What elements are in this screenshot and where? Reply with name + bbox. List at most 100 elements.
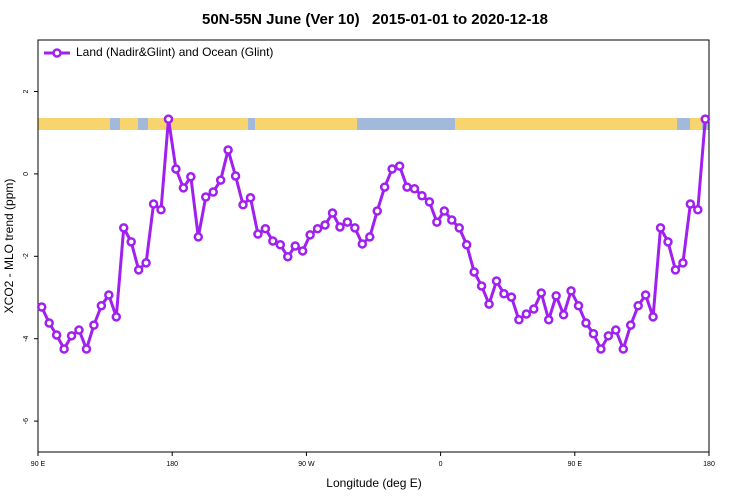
data-point [514, 314, 524, 325]
plot-frame [37, 39, 710, 453]
x-axis-label: Longitude (deg E) [326, 476, 421, 490]
y-tick-label: -4 [23, 335, 30, 341]
data-point [111, 312, 122, 322]
data-point [424, 197, 435, 207]
land-band [120, 118, 138, 130]
data-point [685, 199, 696, 209]
data-point [566, 286, 576, 296]
data-point [96, 300, 107, 311]
data-point [193, 232, 204, 242]
data-point [320, 220, 330, 230]
data-point [663, 237, 673, 247]
land-band [38, 118, 110, 130]
data-point [447, 215, 457, 225]
data-point [104, 290, 114, 300]
data-point [476, 281, 487, 291]
data-point [312, 223, 323, 234]
data-point [342, 217, 353, 227]
data-point [275, 240, 286, 250]
legend-label: Land (Nadir&Glint) and Ocean (Glint) [76, 45, 273, 59]
land-band [455, 118, 677, 130]
y-tick-label: -6 [23, 418, 30, 424]
data-point [625, 320, 636, 330]
y-tick-label: 2 [23, 89, 30, 93]
data-point [126, 237, 136, 247]
data-point [588, 329, 599, 339]
data-point [700, 114, 711, 124]
x-tick-label: 180 [166, 461, 178, 468]
data-point [156, 204, 166, 215]
data-point [51, 330, 62, 340]
data-point [290, 241, 300, 251]
land-band [690, 118, 702, 130]
data-point [417, 190, 427, 201]
legend-marker [52, 48, 62, 58]
data-point [327, 208, 338, 218]
x-tick-label: 180 [703, 461, 715, 468]
data-point [469, 267, 479, 277]
land-ocean-band [38, 118, 709, 130]
data-point [148, 199, 159, 209]
land-band [148, 118, 248, 130]
data-point [230, 171, 241, 181]
data-point [260, 223, 271, 234]
data-point [394, 161, 405, 171]
data-point [253, 229, 263, 239]
data-point [89, 320, 99, 330]
data-point [409, 183, 420, 194]
x-tick-label: 90 E [568, 461, 583, 468]
data-point [201, 192, 211, 202]
data-point [499, 289, 509, 299]
data-point [573, 300, 584, 311]
data-point [551, 291, 561, 301]
data-point [350, 223, 360, 233]
data-point [66, 331, 77, 341]
data-point [208, 187, 218, 197]
data-point [402, 182, 412, 192]
data-point [171, 164, 181, 174]
data-point [461, 240, 472, 250]
y-tick-label: -2 [23, 253, 30, 259]
data-point [215, 175, 226, 185]
data-point [693, 204, 703, 215]
data-point [432, 217, 442, 227]
data-point [372, 206, 382, 216]
data-point [454, 223, 464, 233]
data-point [81, 344, 92, 354]
data-point [439, 206, 450, 216]
land-band [255, 118, 357, 130]
data-point [596, 344, 606, 354]
data-point [506, 292, 517, 302]
data-point [655, 223, 666, 233]
data-point [283, 251, 293, 262]
data-point [536, 288, 546, 298]
x-tick-label: 0 [439, 461, 443, 468]
data-point [611, 325, 621, 335]
data-point [379, 182, 390, 192]
data-point [118, 223, 129, 233]
data-point [648, 312, 658, 322]
data-point [387, 164, 397, 174]
data-point [543, 314, 554, 325]
data-point [59, 344, 69, 354]
data-point [74, 325, 84, 335]
data-point [640, 290, 651, 300]
x-tick-label: 90 W [298, 461, 315, 468]
data-point [357, 239, 368, 249]
data-point [141, 258, 151, 268]
data-point [305, 230, 315, 240]
data-point [36, 302, 47, 312]
data-point [238, 200, 248, 210]
data-point [268, 236, 278, 246]
data-point [297, 246, 308, 256]
data-point [558, 310, 569, 320]
data-point [484, 299, 494, 309]
data-point [491, 276, 502, 286]
y-tick-label: 0 [23, 172, 30, 176]
data-point [133, 265, 144, 275]
data-point [521, 309, 532, 319]
data-point [529, 304, 539, 314]
x-tick-label: 90 E [31, 461, 46, 468]
data-point [581, 318, 591, 328]
